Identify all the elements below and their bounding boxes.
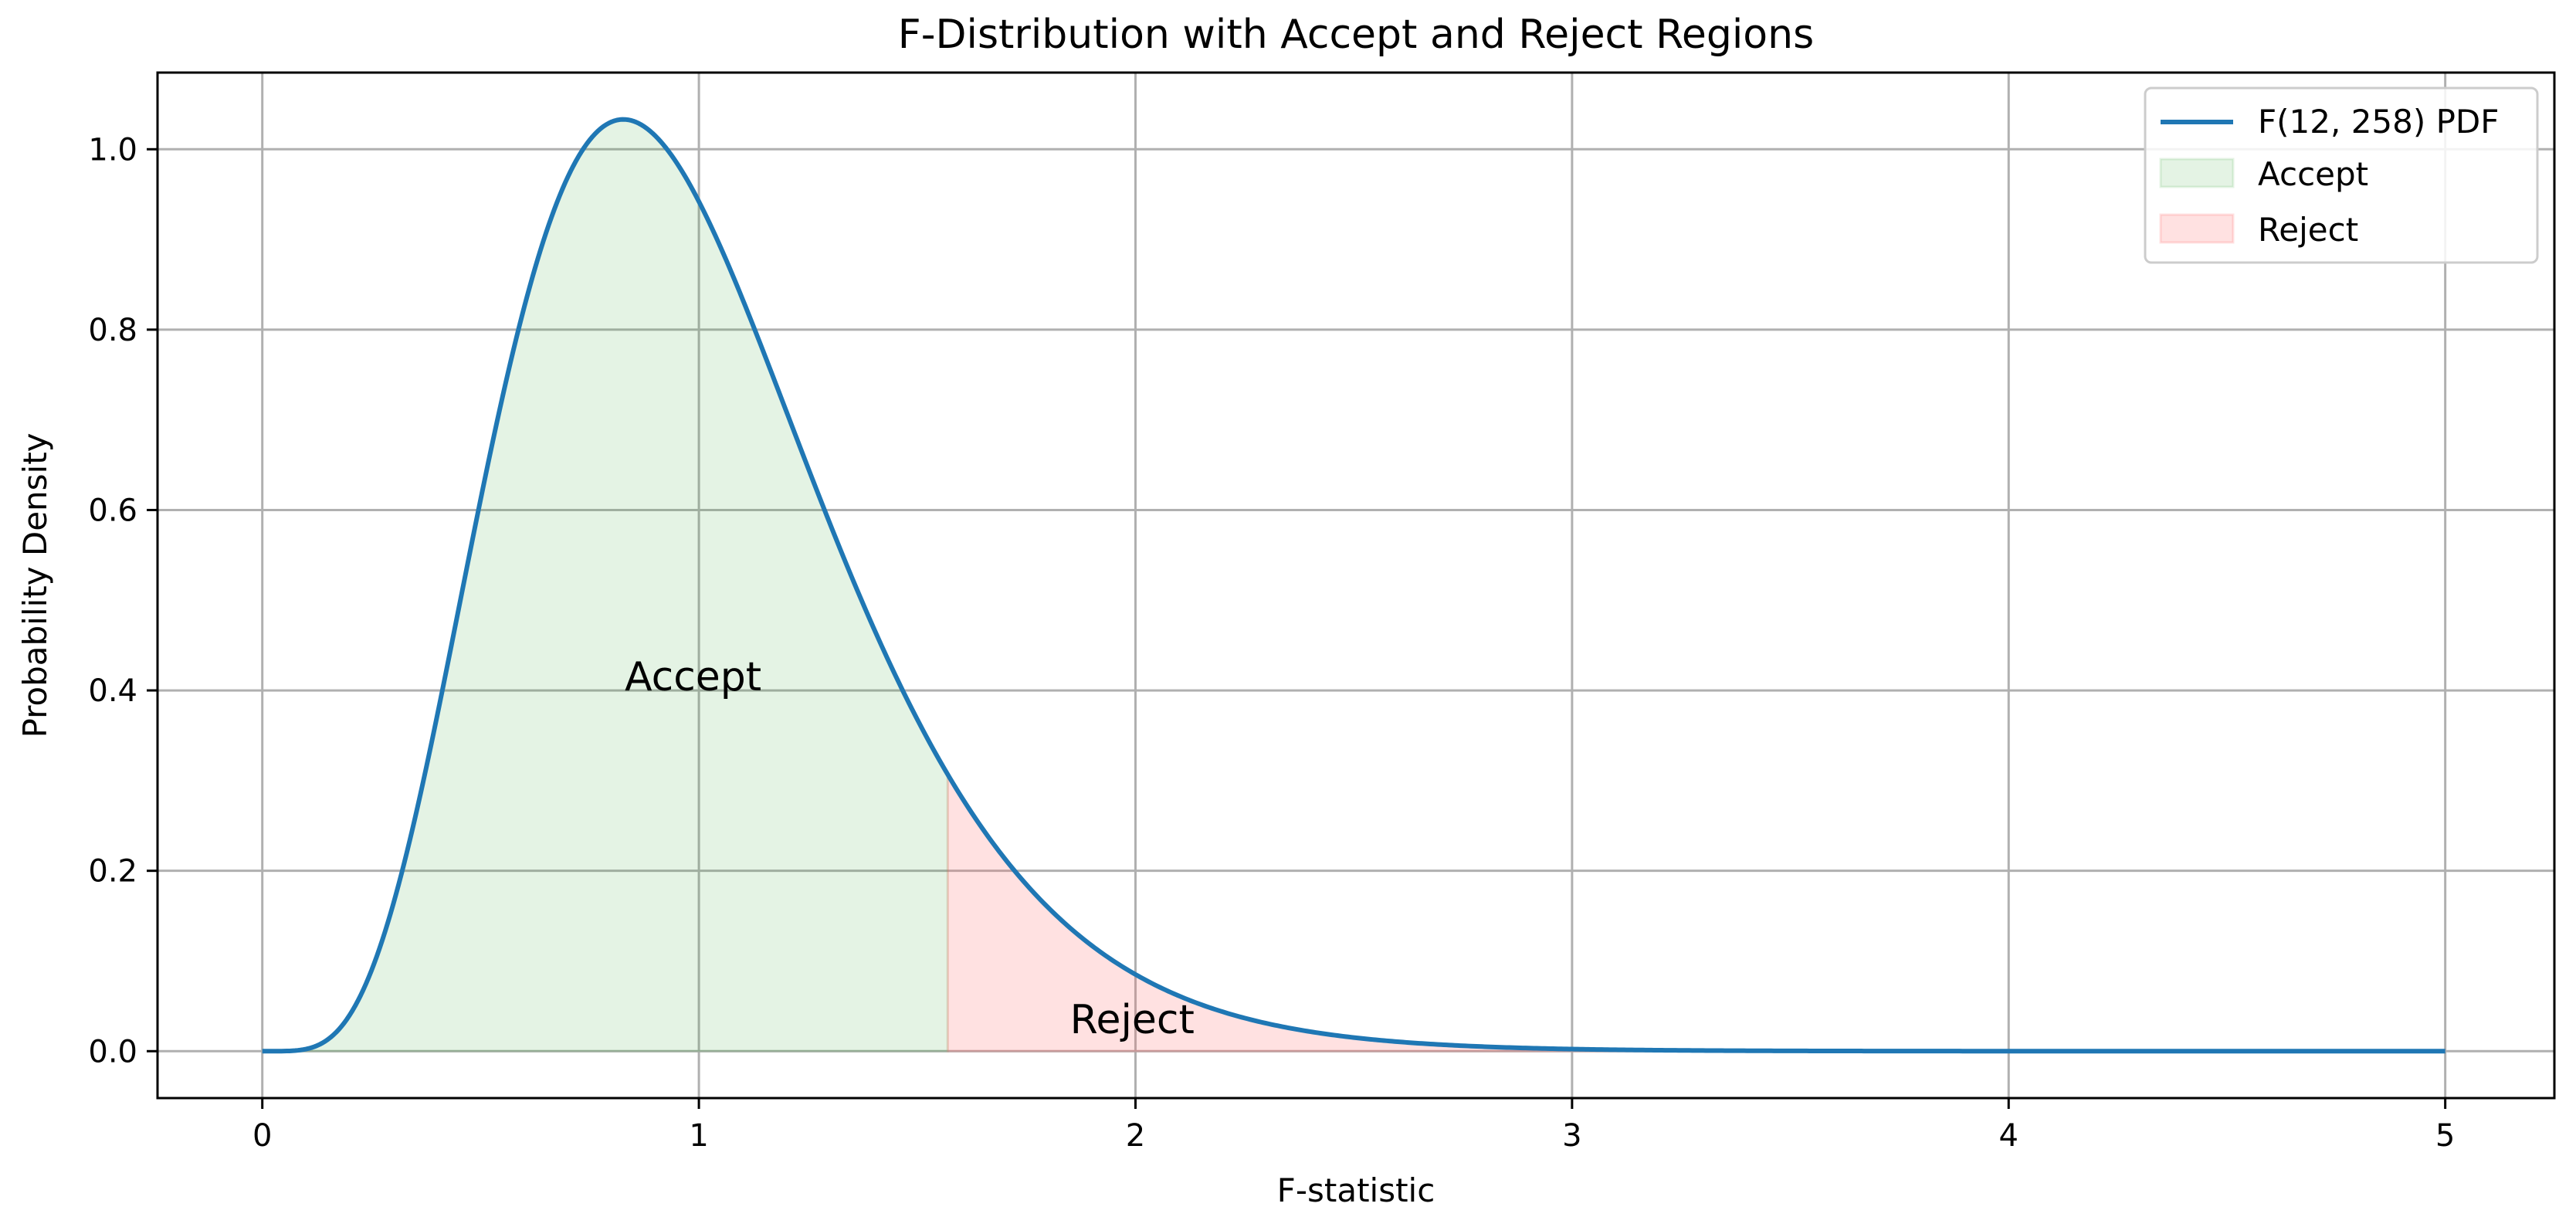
region-annotations: Accept Reject bbox=[625, 654, 1195, 1043]
y-tick-label: 1.0 bbox=[88, 132, 137, 168]
y-tick-label: 0.0 bbox=[88, 1034, 137, 1070]
y-tick-label: 0.8 bbox=[88, 313, 137, 348]
accept-annotation: Accept bbox=[625, 654, 761, 700]
pdf-curve-layer bbox=[262, 117, 2446, 1054]
x-tick-label: 2 bbox=[1126, 1118, 1145, 1154]
x-tick-label: 0 bbox=[253, 1118, 272, 1154]
legend-pdf-label: F(12, 258) PDF bbox=[2258, 103, 2499, 141]
chart-title: F-Distribution with Accept and Reject Re… bbox=[898, 12, 1814, 58]
legend-accept-swatch bbox=[2159, 158, 2235, 188]
legend-accept-label: Accept bbox=[2258, 155, 2368, 193]
legend-reject-label: Reject bbox=[2258, 211, 2358, 249]
axis-ticks: 0 1 2 3 4 5 0.0 0.2 0.4 0.6 0.8 1.0 bbox=[88, 132, 2455, 1154]
legend-reject-swatch bbox=[2159, 213, 2235, 244]
legend-box bbox=[2144, 86, 2539, 264]
reject-annotation: Reject bbox=[1070, 997, 1195, 1043]
legend: F(12, 258) PDF Accept Reject bbox=[2144, 86, 2539, 264]
plot-frame bbox=[156, 71, 2556, 1100]
x-tick-label: 1 bbox=[689, 1118, 708, 1154]
x-tick-label: 3 bbox=[1562, 1118, 1581, 1154]
y-tick-label: 0.4 bbox=[88, 673, 137, 709]
y-tick-label: 0.6 bbox=[88, 493, 137, 528]
x-tick-label: 4 bbox=[1999, 1118, 2018, 1154]
x-axis-label: F-statistic bbox=[1277, 1171, 1435, 1209]
x-tick-label: 5 bbox=[2435, 1118, 2455, 1154]
pdf-line bbox=[262, 117, 2446, 1054]
y-axis-label: Probability Density bbox=[16, 432, 54, 737]
y-tick-label: 0.2 bbox=[88, 854, 137, 890]
